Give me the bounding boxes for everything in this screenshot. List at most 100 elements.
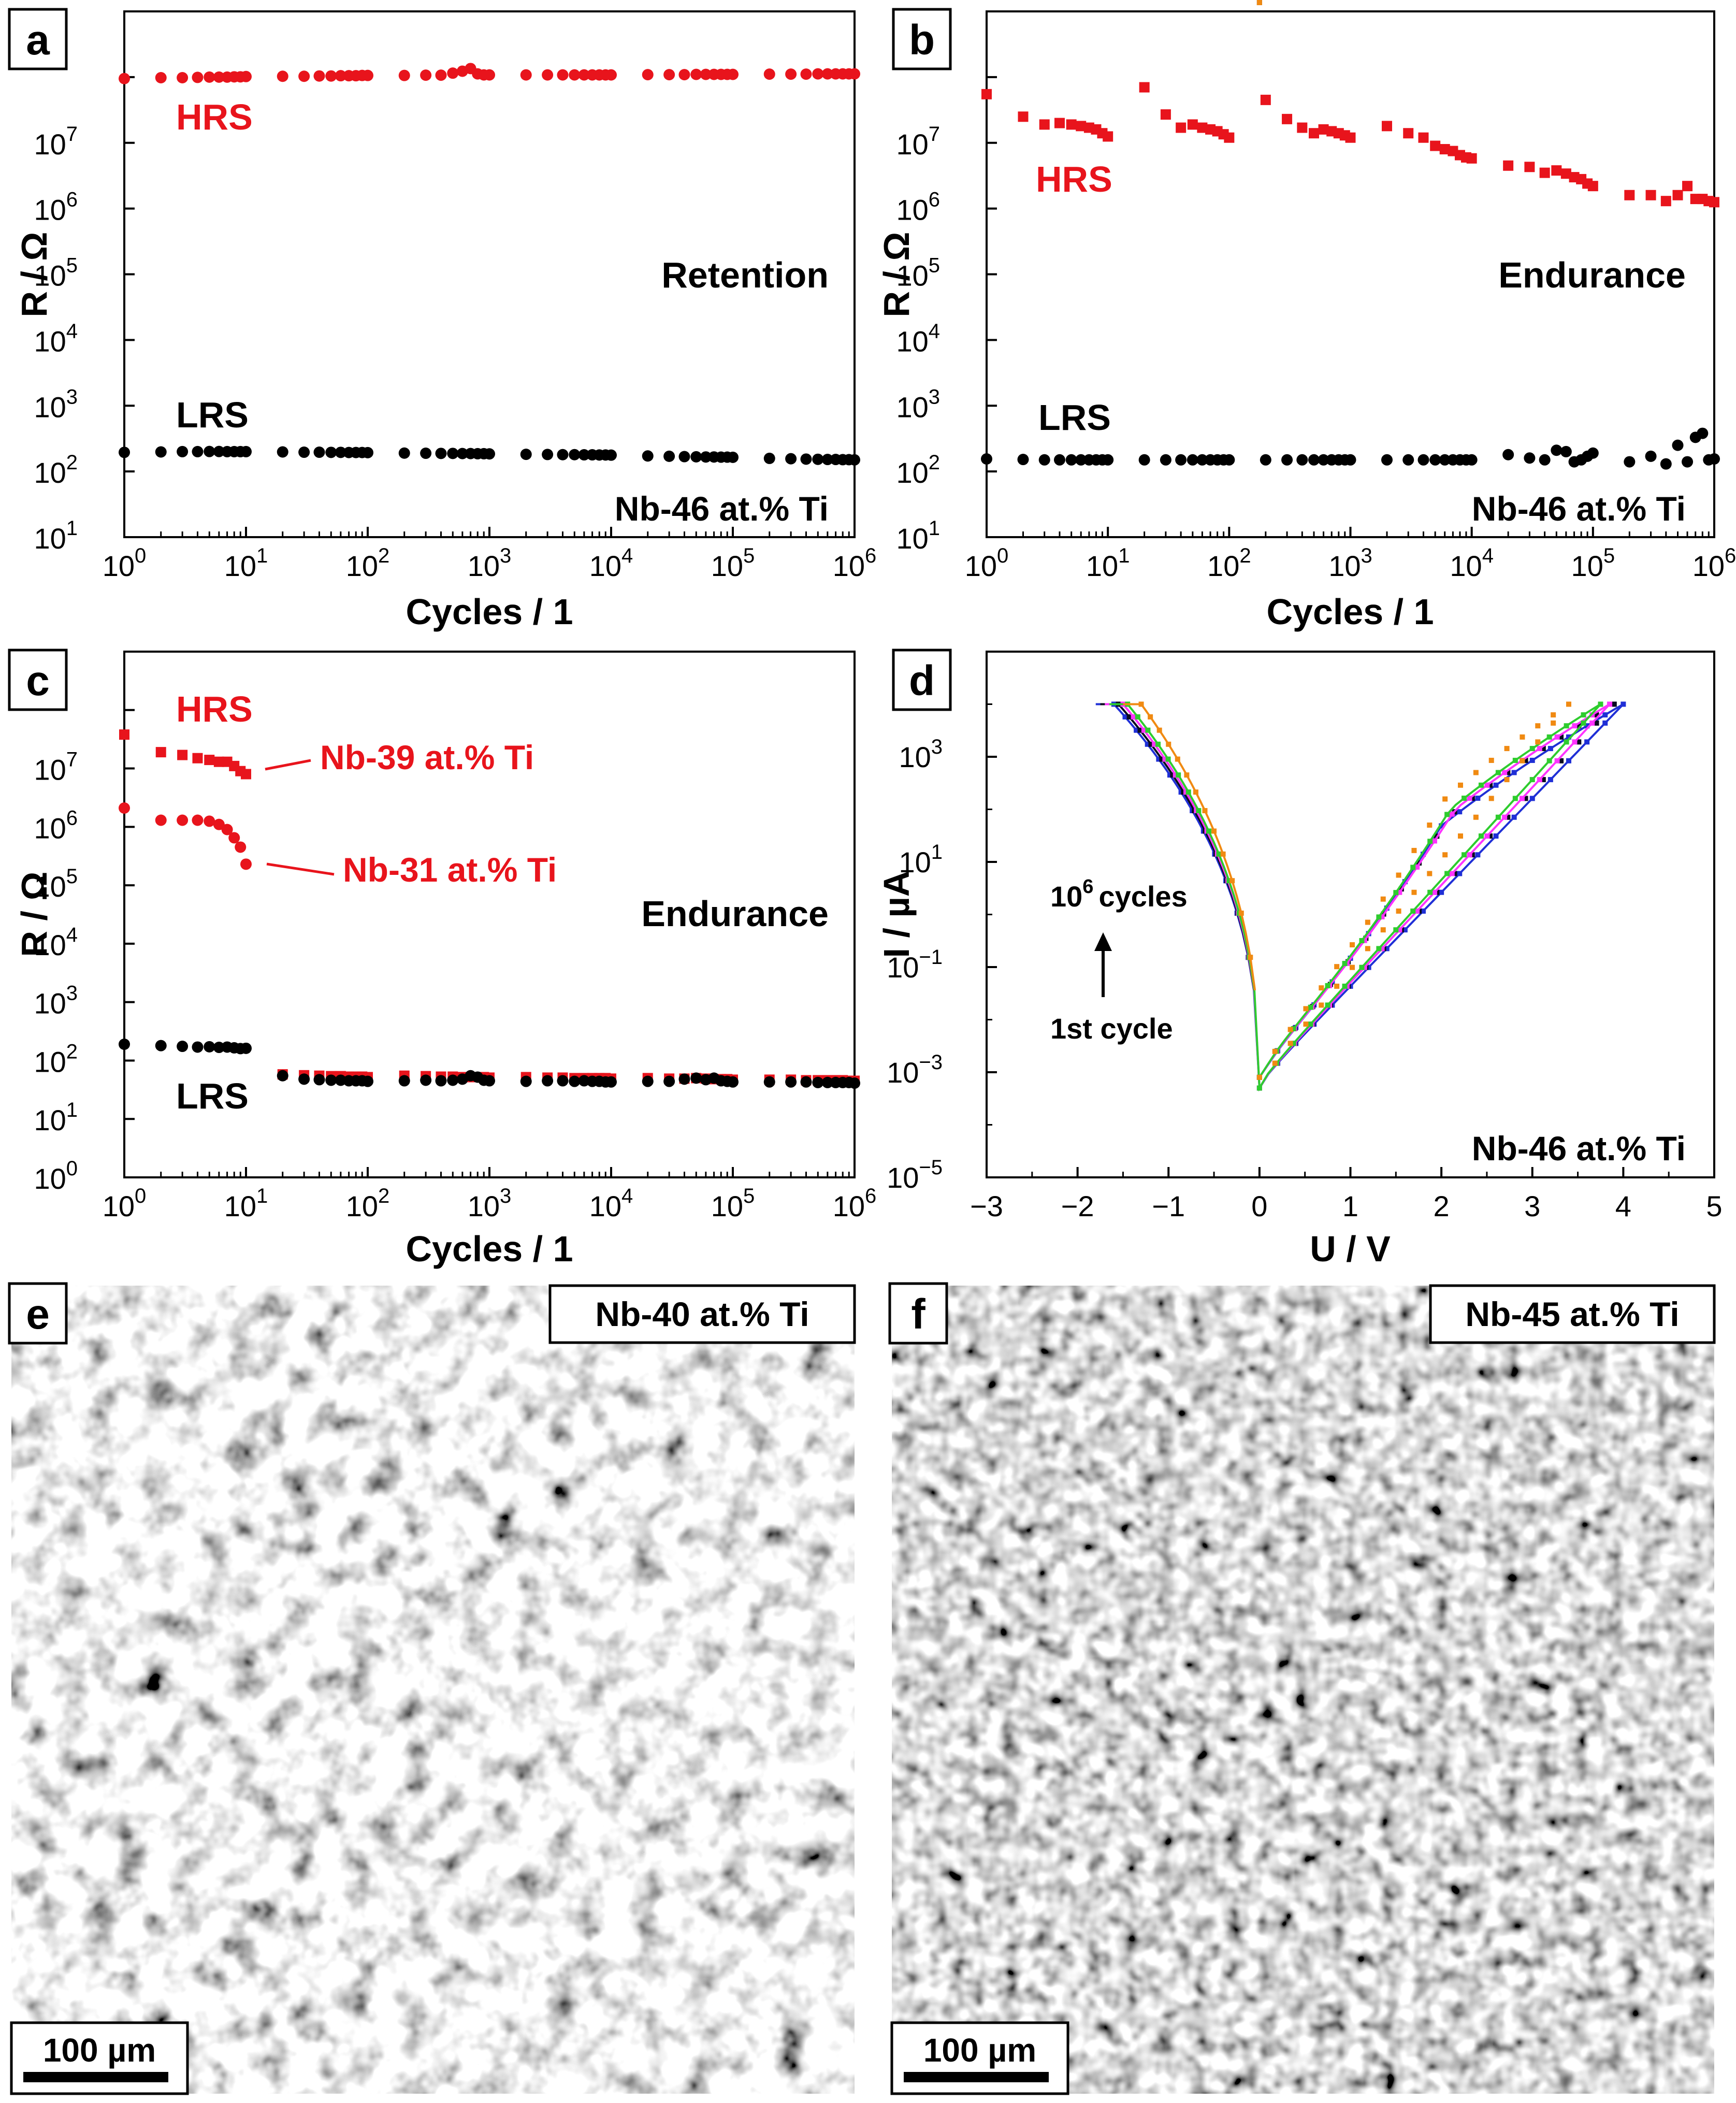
iv-point — [1493, 782, 1499, 788]
data-point-hrs — [119, 73, 130, 84]
y-tick-label: 105 — [34, 254, 78, 292]
data-point-hrs — [690, 68, 702, 80]
data-point-hrs — [435, 69, 447, 81]
data-point-nb-31-at-ti — [235, 841, 247, 853]
x-tick-label: 106 — [1692, 544, 1736, 582]
iv-point — [1457, 871, 1463, 876]
data-point-hrs — [213, 71, 225, 83]
mode-label: Endurance — [641, 894, 829, 934]
x-tick-label: 2 — [1434, 1190, 1450, 1222]
x-tick-label: 100 — [103, 544, 147, 582]
data-point-lrs — [569, 449, 581, 460]
data-point-lrs — [177, 445, 189, 457]
data-point-lrs — [1709, 453, 1720, 465]
iv-point — [1131, 714, 1136, 719]
data-point-lrs — [362, 1075, 373, 1087]
data-point-lrs — [398, 1075, 410, 1087]
iv-point — [1576, 739, 1582, 745]
x-tick-label: 4 — [1615, 1190, 1631, 1222]
panel-b: 100 101 102 103 104 105 106 101 102 103 104 105 106 1… — [876, 8, 1736, 632]
data-point-hrs — [1345, 132, 1356, 143]
iv-point — [1478, 833, 1484, 839]
iv-point — [1414, 864, 1420, 870]
data-point-lrs — [690, 451, 702, 463]
x-tick-label: 106 — [833, 544, 877, 582]
y-tick-label: 101 — [896, 517, 940, 555]
iv-point — [1473, 814, 1479, 820]
panel-letter-box — [892, 649, 952, 711]
y-tick-label: 102 — [896, 451, 940, 489]
iv-point — [1439, 823, 1444, 829]
data-point-hrs — [192, 71, 204, 83]
x-tick-label: 100 — [965, 544, 1009, 582]
x-tick-label: 0 — [1251, 1190, 1267, 1222]
data-point-hrs — [821, 68, 833, 80]
iv-point — [1551, 712, 1556, 718]
iv-point — [1165, 756, 1171, 762]
data-point-hrs — [663, 69, 675, 81]
iv-point — [1502, 814, 1508, 820]
cycles-exponent: 6 — [1082, 876, 1093, 898]
panel-letter: f — [911, 1291, 925, 1338]
hrs-label: HRS — [176, 97, 253, 137]
x-axis-label: Cycles / 1 — [406, 592, 573, 632]
iv-point — [1308, 1021, 1313, 1027]
data-point-nb-31-at-ti — [155, 814, 167, 826]
scalebar — [904, 2072, 1049, 2082]
iv-point — [1484, 782, 1490, 788]
data-point-lrs — [325, 1074, 337, 1086]
iv-point — [1291, 1041, 1296, 1046]
data-point-hrs — [700, 68, 712, 80]
data-point-lrs — [678, 451, 690, 463]
iv-point — [1184, 772, 1190, 778]
y-tick-label: 10−5 — [887, 1156, 943, 1194]
iv-curve-cycle-2 — [1100, 703, 1255, 991]
x-tick-label: 104 — [589, 1185, 633, 1222]
data-point-hrs — [1524, 162, 1535, 172]
iv-point — [1467, 796, 1472, 801]
axes: 100 101 102 103 104 105 106 101 102 103 104 105 106 1… — [896, 76, 1736, 582]
panel-letter: d — [909, 657, 935, 704]
iv-point — [1303, 1021, 1309, 1027]
data-point-hrs — [1439, 144, 1450, 155]
data-point-lrs — [542, 449, 554, 460]
panel-e: e Nb-40 at.% Ti 100 µm — [8, 1282, 856, 2095]
data-point-lrs — [1381, 454, 1393, 466]
scalebar-label: 100 µm — [43, 2032, 156, 2069]
iv-point — [1287, 1041, 1293, 1046]
data-point-lrs — [420, 1074, 432, 1086]
y-tick-label: 10−3 — [887, 1051, 943, 1089]
y-tick-label: 102 — [34, 451, 78, 489]
data-point-lrs — [1502, 449, 1514, 460]
iv-point — [1137, 727, 1143, 733]
data-point-lrs — [192, 1041, 204, 1053]
data-point-lrs — [1160, 454, 1171, 466]
marks — [1095, 0, 1626, 1092]
data-point-hrs — [1282, 113, 1293, 124]
sem-micrograph-image — [892, 1286, 1714, 2094]
iv-point — [1359, 938, 1365, 943]
series-label-nb31: Nb-31 at.% Ti — [343, 851, 557, 889]
data-point-nb-31-at-ti — [192, 814, 204, 826]
data-point-lrs — [204, 1041, 215, 1053]
iv-point — [1566, 701, 1571, 707]
iv-point — [1402, 879, 1408, 885]
iv-point — [1256, 1085, 1262, 1091]
x-tick-label: 101 — [224, 1185, 268, 1222]
series-label-nb39: Nb-39 at.% Ti — [320, 738, 534, 776]
data-point-hrs — [1381, 121, 1392, 132]
iv-point — [1248, 955, 1253, 960]
sample-label-box — [548, 1284, 856, 1344]
iv-point — [1487, 782, 1493, 788]
axes: 100 101 102 103 104 105 106 101 102 103 104 105 106 1… — [34, 76, 877, 582]
iv-point — [1512, 796, 1518, 801]
data-point-hrs — [362, 69, 373, 81]
data-point-nb-31-at-ti — [221, 824, 233, 836]
iv-point — [1162, 756, 1168, 762]
iv-point — [1505, 814, 1511, 820]
data-point-hrs — [1560, 168, 1571, 179]
iv-point — [1547, 746, 1553, 752]
iv-point — [1584, 723, 1590, 729]
y-tick-label: 104 — [34, 924, 78, 961]
data-point-hrs — [1682, 181, 1693, 192]
